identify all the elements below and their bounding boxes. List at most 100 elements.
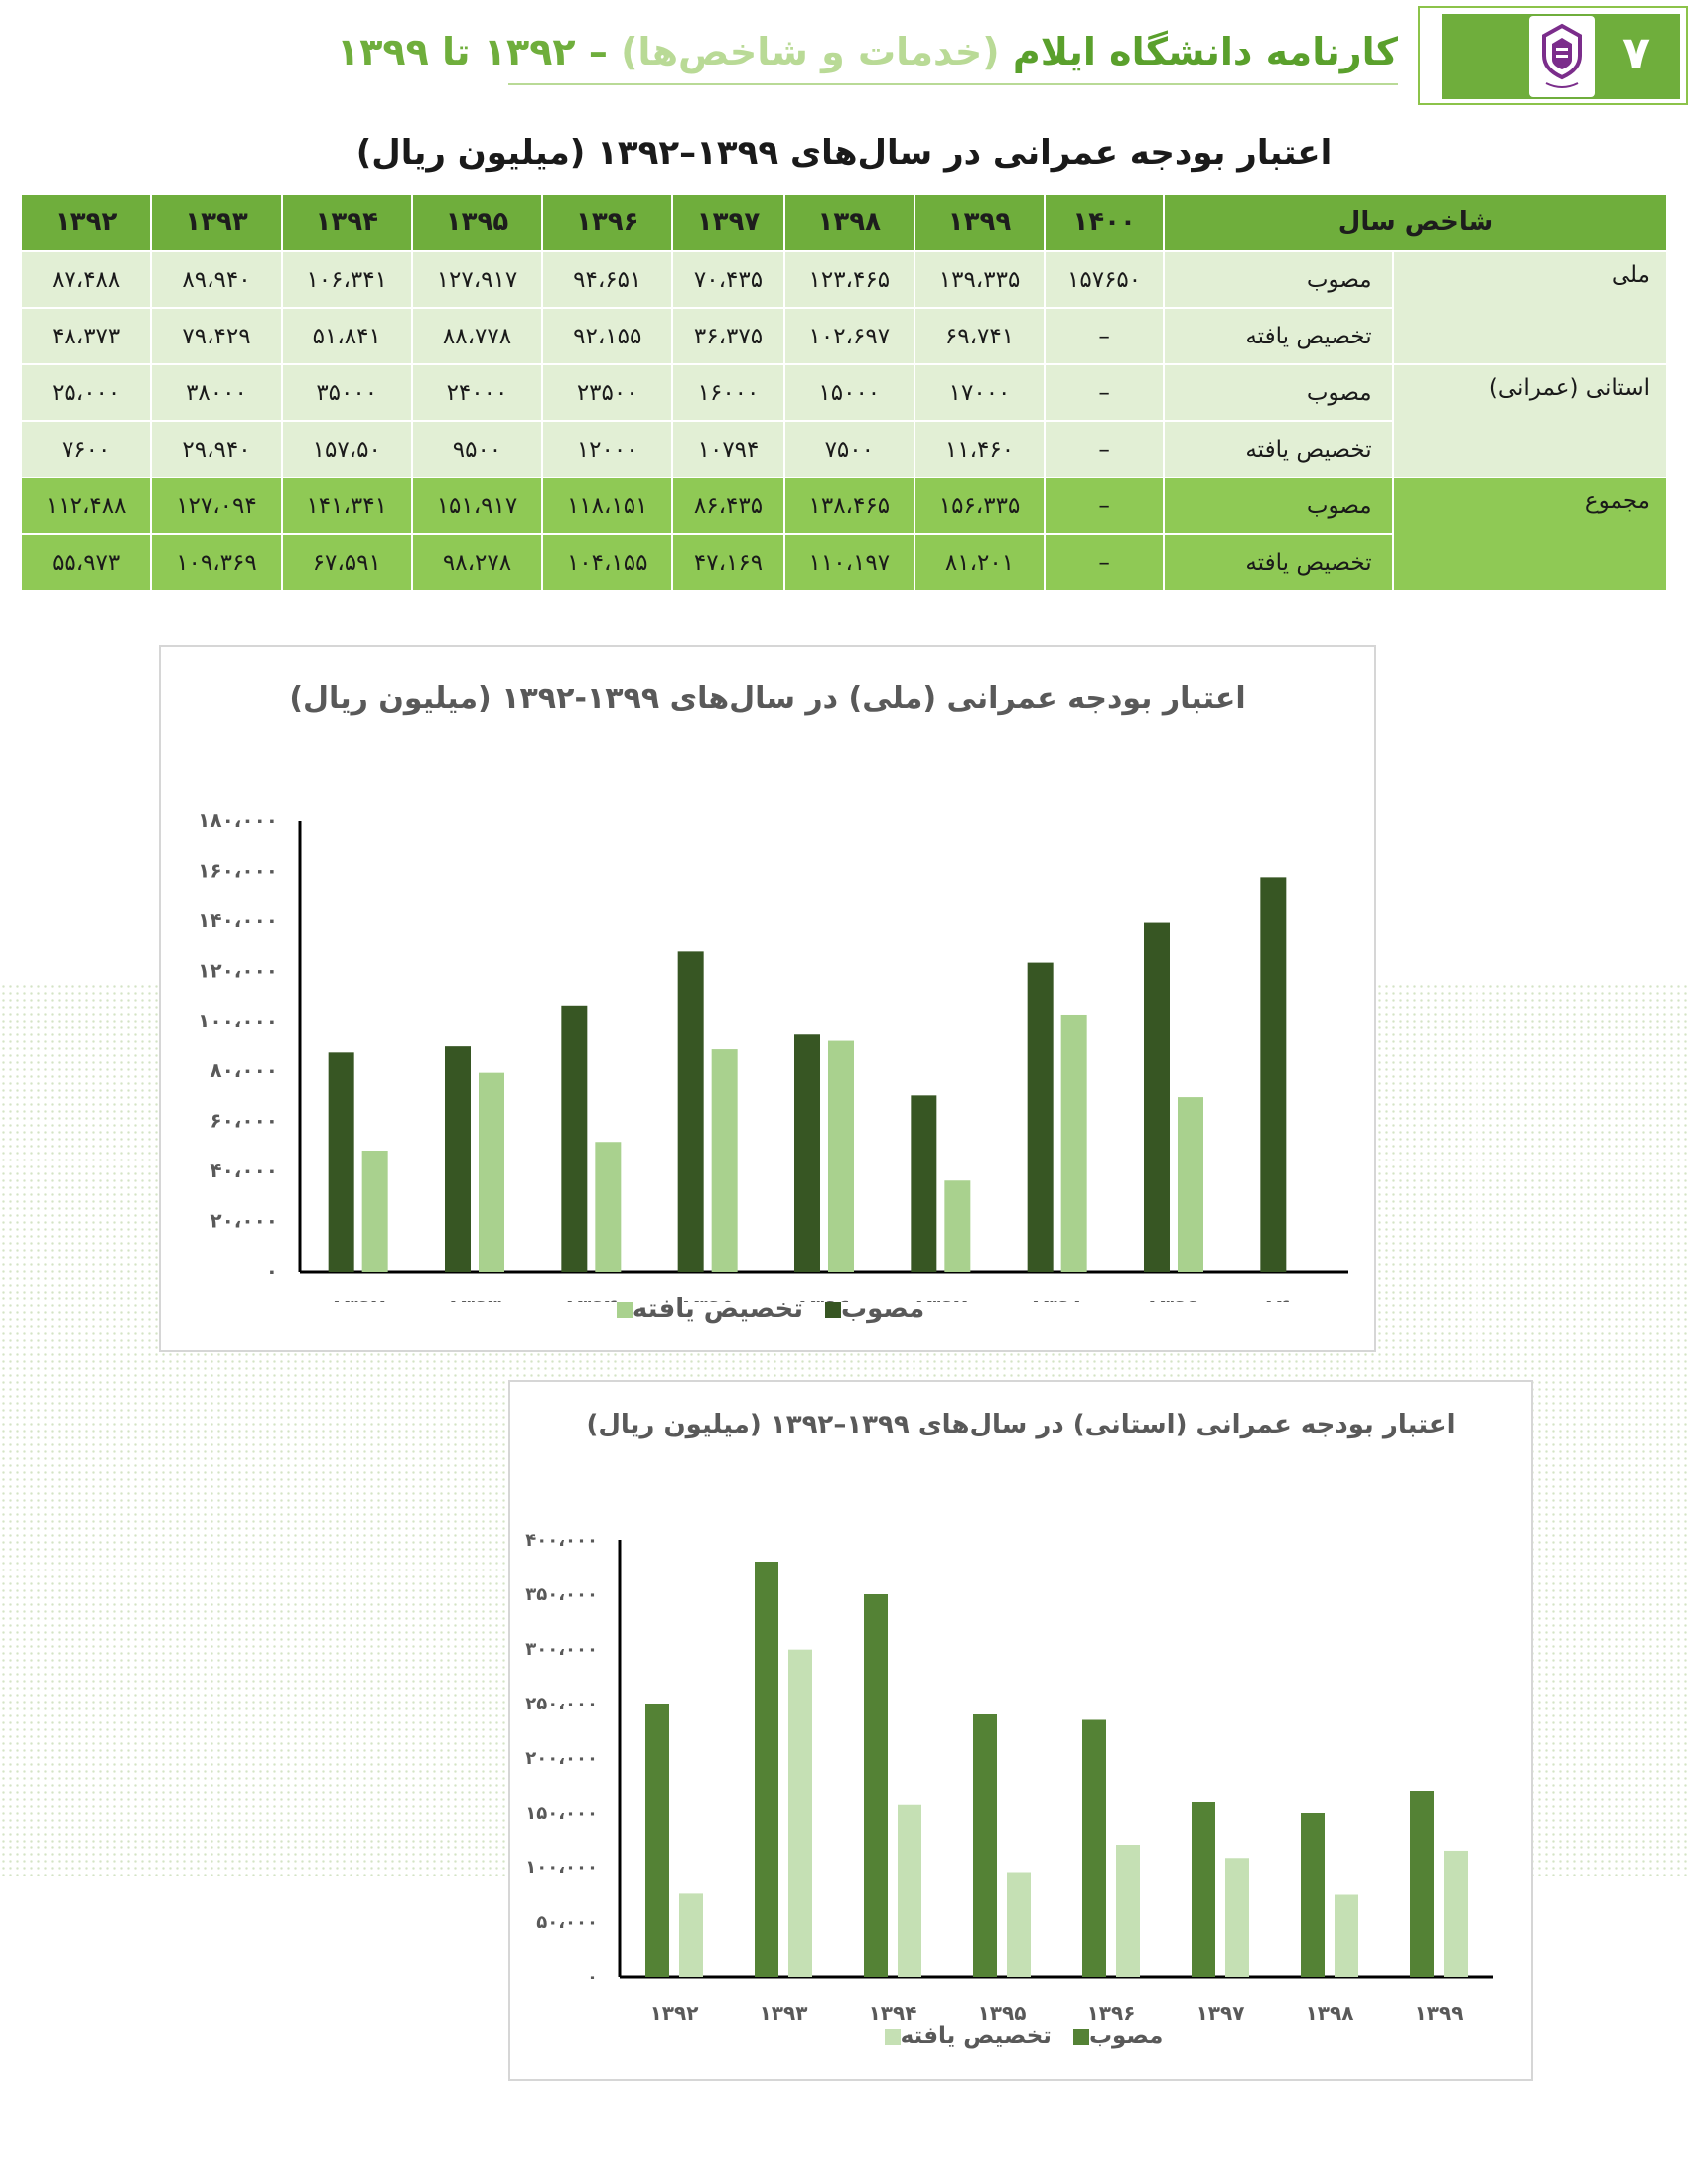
table-cell: ۱۵۷،۵۰	[280, 420, 413, 478]
x-tick-label: ۱۳۹۴	[564, 1297, 618, 1302]
legend-swatch	[884, 2028, 901, 2045]
table-cell: ۶۹،۷۴۱	[913, 307, 1047, 365]
legend-label: تخصیص یافته	[632, 1295, 804, 1324]
legend-label: تخصیص یافته	[900, 2023, 1052, 2049]
bar-allocated	[1007, 1872, 1031, 1977]
table-cell: ۱۳۸،۴۶۵	[782, 477, 915, 535]
table-cell: ۷۰،۴۳۵	[671, 250, 785, 309]
table-cell: ۱۲۰۰۰	[541, 420, 674, 478]
x-tick-label: ۱۳۹۷	[1196, 2001, 1245, 2025]
table-cell: ۸۷،۴۸۸	[19, 250, 153, 309]
table-cell: ۷۹،۴۲۹	[150, 307, 283, 365]
chart-plot-area: ۰ ۲۰،۰۰۰ ۴۰،۰۰۰ ۶۰،۰۰۰ ۸۰،۰۰۰ ۱۰۰،۰۰۰ ۱۲۰،۰۰۰ ۱…	[198, 808, 1348, 1302]
table-cell: ۱۵۰۰۰	[782, 363, 915, 422]
x-tick-label: ۱۳۹۶	[1087, 2001, 1136, 2025]
table-cell: ۱۶۰۰۰	[671, 363, 785, 422]
table-cell: ۷۶۰۰	[19, 420, 153, 478]
row-label: تخصیص یافته	[1163, 420, 1394, 478]
bar-approved	[755, 1562, 778, 1977]
bar-approved	[561, 1005, 588, 1272]
year-header-cell: ۱۳۹۹	[913, 193, 1047, 252]
bar-allocated	[479, 1072, 504, 1272]
bar-approved	[445, 1046, 471, 1272]
header-divider	[508, 83, 1398, 85]
bar-allocated	[788, 1649, 812, 1977]
legend-swatch	[1072, 2028, 1089, 2045]
chart-legend: مصوب تخصیص یافته	[161, 1295, 1374, 1324]
provincial-budget-chart: اعتبار بودجه عمرانی (استانی) در سال‌های …	[508, 1380, 1533, 2081]
bar-approved	[328, 1052, 354, 1272]
table-cell: –	[1044, 420, 1166, 478]
table-cell: ۸۶،۴۳۵	[671, 477, 785, 535]
bar-approved	[677, 951, 704, 1272]
row-group-label: مجموع	[1391, 477, 1669, 592]
table-cell: ۲۴۰۰۰	[410, 363, 544, 422]
table-row: ملی مصوب ۱۵۷۶۵۰ ۱۳۹،۳۳۵ ۱۲۳،۴۶۵ ۷۰،۴۳۵ ۹۴،۶۵۱ ۱…	[19, 250, 1669, 365]
y-tick-label: ۱۰۰،۰۰۰	[525, 1857, 598, 1878]
x-tick-label: ۱۳۹۲	[650, 2001, 699, 2025]
chart-title: اعتبار بودجه عمرانی (ملی) در سال‌های ۱۳۹…	[289, 681, 1246, 716]
y-tick-label: ۰	[266, 1259, 278, 1283]
table-cell: ۱۰۷۹۴	[671, 420, 785, 478]
table-cell: ۲۳۵۰۰	[541, 363, 674, 422]
x-tick-label: ۱۳۹۸	[1031, 1297, 1084, 1302]
table-cell: ۱۵۷۶۵۰	[1044, 250, 1166, 309]
table-row: استانی (عمرانی) مصوب –۱۷۰۰۰ ۱۵۰۰۰ ۱۶۰۰۰ ۲۳۵۰۰…	[19, 363, 1669, 478]
bar-approved	[794, 1034, 820, 1272]
table-cell: –	[1044, 363, 1166, 422]
header-title-years: – ۱۳۹۲ تا ۱۳۹۹	[337, 30, 622, 73]
chart-plot-area: ۰ ۵۰،۰۰۰ ۱۰۰،۰۰۰ ۱۵۰،۰۰۰ ۲۰۰،۰۰۰ ۲۵۰،۰۰۰ ۳۰۰،۰…	[525, 1530, 1493, 2025]
row-label: مصوب	[1163, 363, 1394, 422]
bar-approved	[645, 1704, 669, 1977]
table-cell: ۲۹،۹۴۰	[150, 420, 283, 478]
x-tick-label: ۱۳۹۸	[1306, 2001, 1354, 2025]
table-cell: ۱۷۰۰۰	[913, 363, 1047, 422]
table-cell: ۹۴،۶۵۱	[541, 250, 674, 309]
bar-allocated	[361, 1150, 388, 1272]
table-cell: ۹۸،۲۷۸	[410, 533, 544, 592]
bar-allocated	[595, 1142, 622, 1272]
table-cell: ۸۱،۲۰۱	[913, 533, 1047, 592]
university-seal-icon	[1529, 16, 1595, 97]
bar-allocated	[828, 1040, 854, 1272]
national-budget-chart: اعتبار بودجه عمرانی (ملی) در سال‌های ۱۳۹…	[159, 645, 1376, 1352]
chart-title: اعتبار بودجه عمرانی (استانی) در سال‌های …	[586, 1410, 1456, 1439]
legend-item: تخصیص یافته	[879, 2023, 1052, 2049]
bar-approved	[1301, 1813, 1325, 1977]
chapter-number: ۷	[1621, 26, 1651, 79]
table-cell: ۱۱۸،۱۵۱	[541, 477, 674, 535]
table-cell: ۱۳۹،۳۳۵	[913, 250, 1047, 309]
header-label-cell: شاخص سال	[1163, 193, 1668, 252]
x-tick-label: ۱۳۹۶	[797, 1297, 851, 1302]
bar-allocated	[711, 1049, 738, 1272]
bar-allocated	[1225, 1858, 1249, 1977]
year-header-cell: ۱۳۹۲	[19, 193, 153, 252]
y-tick-label: ۱۸۰،۰۰۰	[198, 808, 278, 832]
table-cell: ۳۵۰۰۰	[280, 363, 413, 422]
table-cell: ۹۵۰۰	[410, 420, 544, 478]
bar-approved	[973, 1714, 997, 1977]
y-tick-label: ۸۰،۰۰۰	[210, 1058, 278, 1082]
table-cell: ۱۰۴،۱۵۵	[541, 533, 674, 592]
row-label: مصوب	[1163, 477, 1394, 535]
x-tick-label: ۱۳۹۵	[681, 1297, 735, 1302]
y-tick-label: ۴۰۰،۰۰۰	[525, 1530, 598, 1551]
y-tick-label: ۱۶۰،۰۰۰	[198, 858, 278, 882]
table-row: مجموع مصوب –۱۵۶،۳۳۵ ۱۳۸،۴۶۵ ۸۶،۴۳۵ ۱۱۸،۱۵۱ ۱۵۱…	[19, 477, 1669, 592]
x-tick-label: ۱۳۹۲	[332, 1297, 385, 1302]
table-header-row: شاخص سال ۱۴۰۰ ۱۳۹۹ ۱۳۹۸ ۱۳۹۷ ۱۳۹۶ ۱۳۹۵ ۱۳۹۴ ۱۳۹۳…	[19, 193, 1668, 252]
table-cell: –	[1044, 533, 1166, 592]
table-cell: ۳۸۰۰۰	[150, 363, 283, 422]
table-cell: ۵۱،۸۴۱	[280, 307, 413, 365]
budget-table: شاخص سال ۱۴۰۰ ۱۳۹۹ ۱۳۹۸ ۱۳۹۷ ۱۳۹۶ ۱۳۹۵ ۱۳۹۴ ۱۳۹۳…	[19, 193, 1669, 592]
bar-approved	[911, 1095, 937, 1272]
chapter-badge: ۷	[1418, 6, 1688, 105]
y-tick-label: ۱۵۰،۰۰۰	[525, 1803, 598, 1824]
row-group-label: ملی	[1391, 250, 1669, 365]
table-cell: ۱۲۷،۹۱۷	[410, 250, 544, 309]
bar-allocated	[679, 1893, 703, 1977]
bar-approved	[1082, 1719, 1106, 1977]
bar-allocated	[1116, 1845, 1140, 1977]
header-title-main: کارنامه دانشگاه ایلام	[999, 30, 1398, 73]
y-tick-label: ۳۰۰،۰۰۰	[525, 1639, 598, 1660]
